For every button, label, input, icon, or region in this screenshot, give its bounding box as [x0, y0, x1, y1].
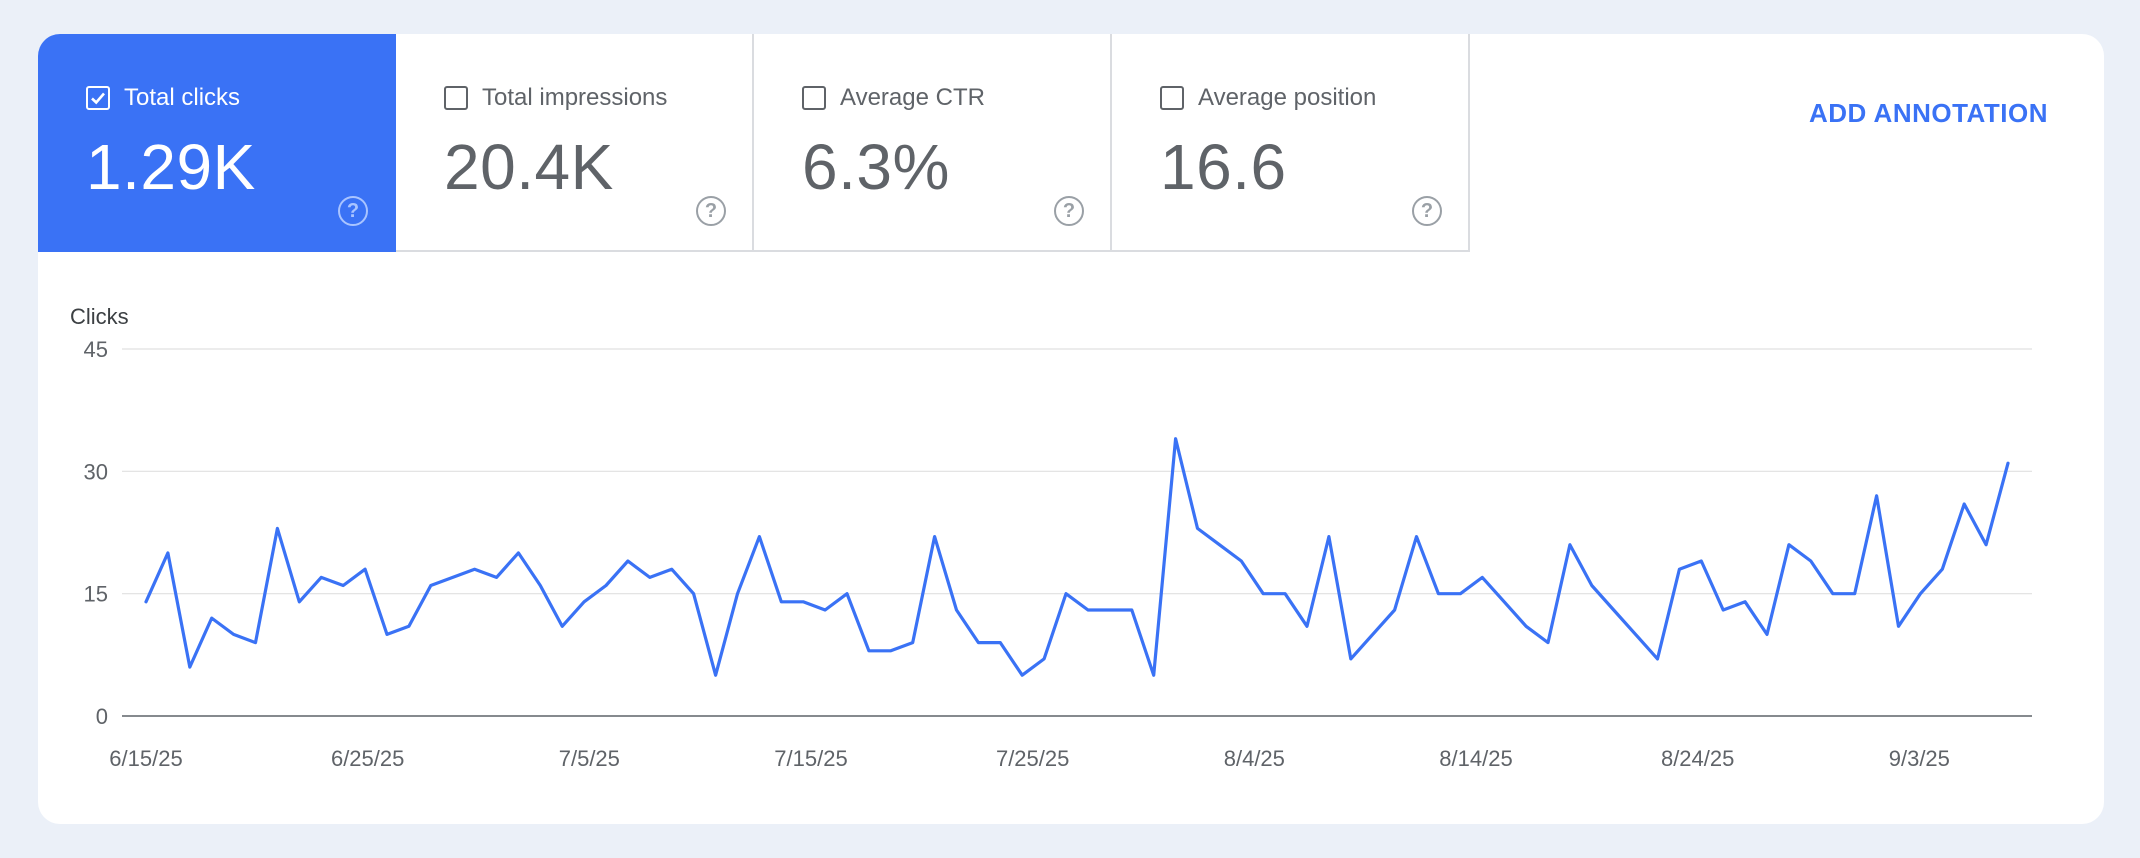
x-tick-label: 9/3/25: [1889, 746, 1950, 771]
help-circle-icon[interactable]: ?: [696, 196, 726, 226]
metric-label-row: Total clicks: [86, 84, 240, 112]
metric-label-row: Average CTR: [802, 84, 985, 112]
help-circle-icon[interactable]: ?: [1054, 196, 1084, 226]
x-tick-label: 8/14/25: [1439, 746, 1512, 771]
checkbox-icon[interactable]: [802, 86, 826, 110]
metric-label: Average CTR: [840, 84, 985, 111]
checkbox-icon[interactable]: [1160, 86, 1184, 110]
y-tick-label: 30: [84, 459, 108, 484]
metric-value: 16.6: [1160, 131, 1287, 203]
metric-label: Average position: [1198, 84, 1377, 111]
checkbox-icon[interactable]: [86, 86, 110, 110]
checkbox-icon[interactable]: [444, 86, 468, 110]
x-tick-label: 7/25/25: [996, 746, 1069, 771]
metric-average-ctr[interactable]: Average CTR 6.3% ?: [754, 34, 1112, 252]
x-tick-label: 7/5/25: [559, 746, 620, 771]
add-annotation-button[interactable]: ADD ANNOTATION: [1808, 98, 2048, 128]
x-tick-label: 7/15/25: [774, 746, 847, 771]
metric-total-clicks[interactable]: Total clicks 1.29K ?: [38, 34, 396, 252]
x-tick-label: 6/25/25: [331, 746, 404, 771]
metric-value: 1.29K: [86, 131, 256, 203]
metric-value: 20.4K: [444, 131, 614, 203]
help-circle-icon[interactable]: ?: [338, 196, 368, 226]
y-tick-label: 0: [96, 704, 108, 729]
metric-label-row: Average position: [1160, 84, 1376, 112]
help-circle-icon[interactable]: ?: [1412, 196, 1442, 226]
metric-label: Total clicks: [124, 84, 241, 111]
y-tick-label: 15: [84, 582, 108, 607]
x-tick-label: 6/15/25: [109, 746, 182, 771]
metric-value: 6.3%: [802, 131, 950, 203]
clicks-line-chart: Clicks 0 15 30 45 6/15/25 6/25/25 7/5/25 7/15/25…: [70, 304, 2032, 771]
metric-label-row: Total impressions: [444, 84, 667, 112]
metric-tabs: Total clicks 1.29K ? Total impressions 2…: [38, 34, 1470, 252]
x-tick-label: 8/4/25: [1224, 746, 1285, 771]
y-tick-label: 45: [84, 337, 108, 362]
metric-label: Total impressions: [482, 84, 668, 111]
x-tick-label: 8/24/25: [1661, 746, 1734, 771]
performance-card: Total clicks 1.29K ? Total impressions 2…: [38, 34, 2104, 824]
y-axis-title: Clicks: [70, 304, 129, 329]
metric-total-impressions[interactable]: Total impressions 20.4K ?: [396, 34, 754, 252]
clicks-series-line: [144, 437, 2010, 677]
metric-average-position[interactable]: Average position 16.6 ?: [1112, 34, 1470, 252]
